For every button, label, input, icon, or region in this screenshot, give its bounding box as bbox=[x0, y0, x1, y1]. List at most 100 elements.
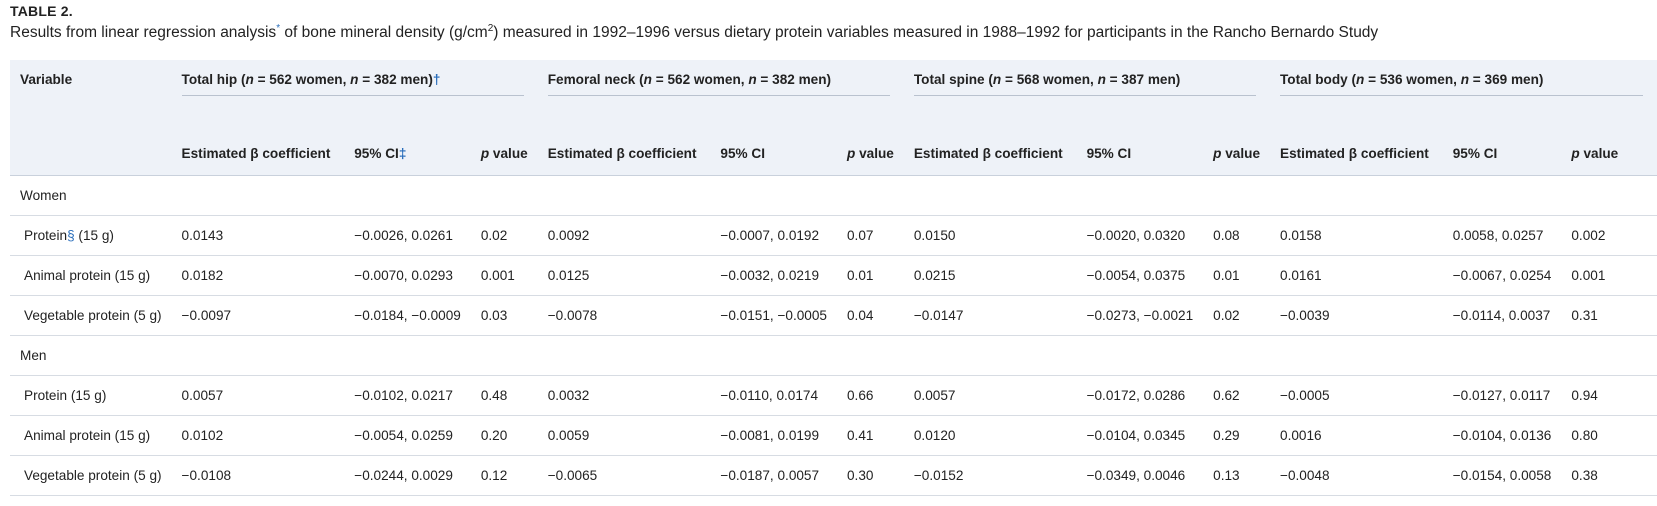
beta-cell: 0.0182 bbox=[181, 267, 224, 283]
header-p-value: p value bbox=[470, 127, 538, 176]
beta-cell: −0.0152 bbox=[913, 467, 964, 483]
beta-cell: 0.0158 bbox=[1280, 227, 1322, 243]
beta-cell: 0.0120 bbox=[913, 427, 956, 443]
group-name: Total spine bbox=[913, 72, 985, 87]
p-value-cell: 0.08 bbox=[1213, 227, 1240, 243]
beta-cell: 0.0057 bbox=[181, 387, 224, 403]
beta-cell: 0.0092 bbox=[547, 227, 590, 243]
p-value-cell: 0.01 bbox=[847, 267, 874, 283]
header-group: Total body (n = 536 women, n = 369 men) bbox=[1270, 60, 1657, 127]
footnote-link-asterisk[interactable]: * bbox=[276, 22, 281, 34]
header-variable: Variable bbox=[10, 60, 172, 176]
header-ci: 95% CI bbox=[1076, 127, 1204, 176]
p-value-cell: 0.02 bbox=[480, 227, 508, 243]
table-label: TABLE 2. bbox=[10, 3, 73, 19]
header-p-value: p value bbox=[1561, 127, 1657, 176]
p-value-cell: 0.12 bbox=[480, 467, 508, 483]
group-n-women-symbol: n bbox=[643, 72, 652, 87]
row-label: Protein (15 g) bbox=[10, 375, 172, 415]
beta-cell: 0.0059 bbox=[547, 427, 590, 443]
ci-cell: −0.0184, −0.0009 bbox=[354, 307, 461, 323]
row-label: Vegetable protein (5 g) bbox=[10, 295, 172, 335]
row-label-text: Vegetable protein (5 g) bbox=[24, 307, 162, 323]
group-n-women: = 562 women, bbox=[253, 72, 351, 87]
results-table: Variable Total hip (n = 562 women, n = 38… bbox=[10, 60, 1657, 496]
header-group-row: Variable Total hip (n = 562 women, n = 38… bbox=[10, 60, 1657, 176]
group-n-men-symbol: n bbox=[1097, 72, 1106, 87]
beta-cell: 0.0143 bbox=[181, 227, 224, 243]
row-label-text: Vegetable protein (5 g) bbox=[24, 467, 162, 483]
beta-cell: 0.0102 bbox=[181, 427, 224, 443]
ci-cell: −0.0273, −0.0021 bbox=[1086, 307, 1194, 323]
footnote-link-dagger[interactable]: † bbox=[432, 72, 441, 87]
ci-cell: −0.0007, 0.0192 bbox=[720, 227, 820, 243]
ci-cell: −0.0187, 0.0057 bbox=[720, 467, 820, 483]
group-open: ( bbox=[984, 72, 993, 87]
ci-cell: −0.0054, 0.0375 bbox=[1086, 267, 1186, 283]
group-n-women: = 562 women, bbox=[651, 72, 749, 87]
p-value-cell: 0.48 bbox=[480, 387, 508, 403]
ci-cell: −0.0110, 0.0174 bbox=[720, 387, 819, 403]
p-value-cell: 0.002 bbox=[1571, 227, 1606, 243]
table-row: Protein§ (15 g) 0.0143 −0.0026, 0.0261 0.02… bbox=[10, 215, 1657, 255]
beta-cell: −0.0078 bbox=[547, 307, 598, 323]
ci-cell: −0.0104, 0.0345 bbox=[1086, 427, 1186, 443]
p-symbol: p bbox=[847, 146, 856, 162]
header-p-value: p value bbox=[837, 127, 904, 176]
p-symbol: p bbox=[1571, 146, 1580, 162]
header-group-title: Total hip (n = 562 women, n = 382 men)† bbox=[181, 72, 524, 96]
header-group-title: Femoral neck (n = 562 women, n = 382 men… bbox=[547, 72, 890, 96]
caption-pre: Results from linear regression analysis bbox=[10, 24, 277, 41]
header-beta-coefficient: Estimated β coefficient bbox=[171, 127, 345, 176]
group-n-men-symbol: n bbox=[350, 72, 359, 87]
group-n-men: = 369 men) bbox=[1469, 72, 1544, 87]
group-n-men-symbol: n bbox=[1460, 72, 1470, 87]
ci-cell: −0.0244, 0.0029 bbox=[354, 467, 453, 483]
table-row: Protein (15 g) 0.0057 −0.0102, 0.0217 0.48 0… bbox=[10, 375, 1657, 415]
section-row: Men bbox=[10, 335, 1657, 375]
group-name: Total hip bbox=[181, 72, 238, 87]
ci-cell: −0.0127, 0.0117 bbox=[1452, 387, 1551, 403]
group-n-men: = 382 men) bbox=[756, 72, 832, 87]
ci-cell: 0.0058, 0.0257 bbox=[1452, 227, 1544, 243]
beta-cell: 0.0150 bbox=[913, 227, 956, 243]
group-open: ( bbox=[635, 72, 644, 87]
beta-cell: 0.0215 bbox=[913, 267, 956, 283]
group-n-men: = 387 men) bbox=[1105, 72, 1181, 87]
p-label: value bbox=[855, 146, 894, 162]
footnote-link-section[interactable]: § bbox=[67, 227, 75, 243]
ci-cell: −0.0172, 0.0286 bbox=[1086, 387, 1186, 403]
table-caption: Results from linear regression analysis*… bbox=[10, 22, 1378, 42]
beta-cell: −0.0039 bbox=[1280, 307, 1330, 323]
beta-cell: −0.0005 bbox=[1280, 387, 1330, 403]
p-value-cell: 0.02 bbox=[1213, 307, 1240, 323]
header-beta-coefficient: Estimated β coefficient bbox=[1270, 127, 1443, 176]
ci-label: 95% CI bbox=[1086, 146, 1132, 162]
row-label: Animal protein (15 g) bbox=[10, 415, 172, 455]
p-value-cell: 0.30 bbox=[847, 467, 874, 483]
beta-cell: −0.0108 bbox=[181, 467, 232, 483]
p-value-cell: 0.001 bbox=[480, 267, 515, 283]
p-value-cell: 0.13 bbox=[1213, 467, 1240, 483]
p-label: value bbox=[1221, 146, 1261, 162]
group-name: Total body bbox=[1280, 72, 1348, 87]
table-row: Animal protein (15 g) 0.0182 −0.0070, 0.02… bbox=[10, 255, 1657, 295]
p-label: value bbox=[489, 146, 528, 162]
row-label-unit: (15 g) bbox=[74, 227, 114, 243]
p-value-cell: 0.03 bbox=[480, 307, 508, 323]
row-label: Protein§ (15 g) bbox=[10, 215, 172, 255]
p-value-cell: 0.41 bbox=[847, 427, 874, 443]
p-value-cell: 0.07 bbox=[847, 227, 874, 243]
header-group-title: Total spine (n = 568 women, n = 387 men) bbox=[913, 72, 1257, 96]
row-label: Animal protein (15 g) bbox=[10, 255, 172, 295]
beta-cell: 0.0161 bbox=[1280, 267, 1322, 283]
header-group: Femoral neck (n = 562 women, n = 382 men… bbox=[537, 60, 904, 127]
header-group: Total spine (n = 568 women, n = 387 men) bbox=[903, 60, 1271, 127]
p-symbol: p bbox=[1213, 146, 1222, 162]
caption-superscript: 2 bbox=[487, 22, 494, 34]
ci-label: 95% CI bbox=[1452, 146, 1498, 162]
ci-cell: −0.0020, 0.0320 bbox=[1086, 227, 1186, 243]
p-value-cell: 0.66 bbox=[847, 387, 874, 403]
p-value-cell: 0.001 bbox=[1571, 267, 1606, 283]
footnote-link-double-dagger[interactable]: ‡ bbox=[398, 146, 407, 162]
